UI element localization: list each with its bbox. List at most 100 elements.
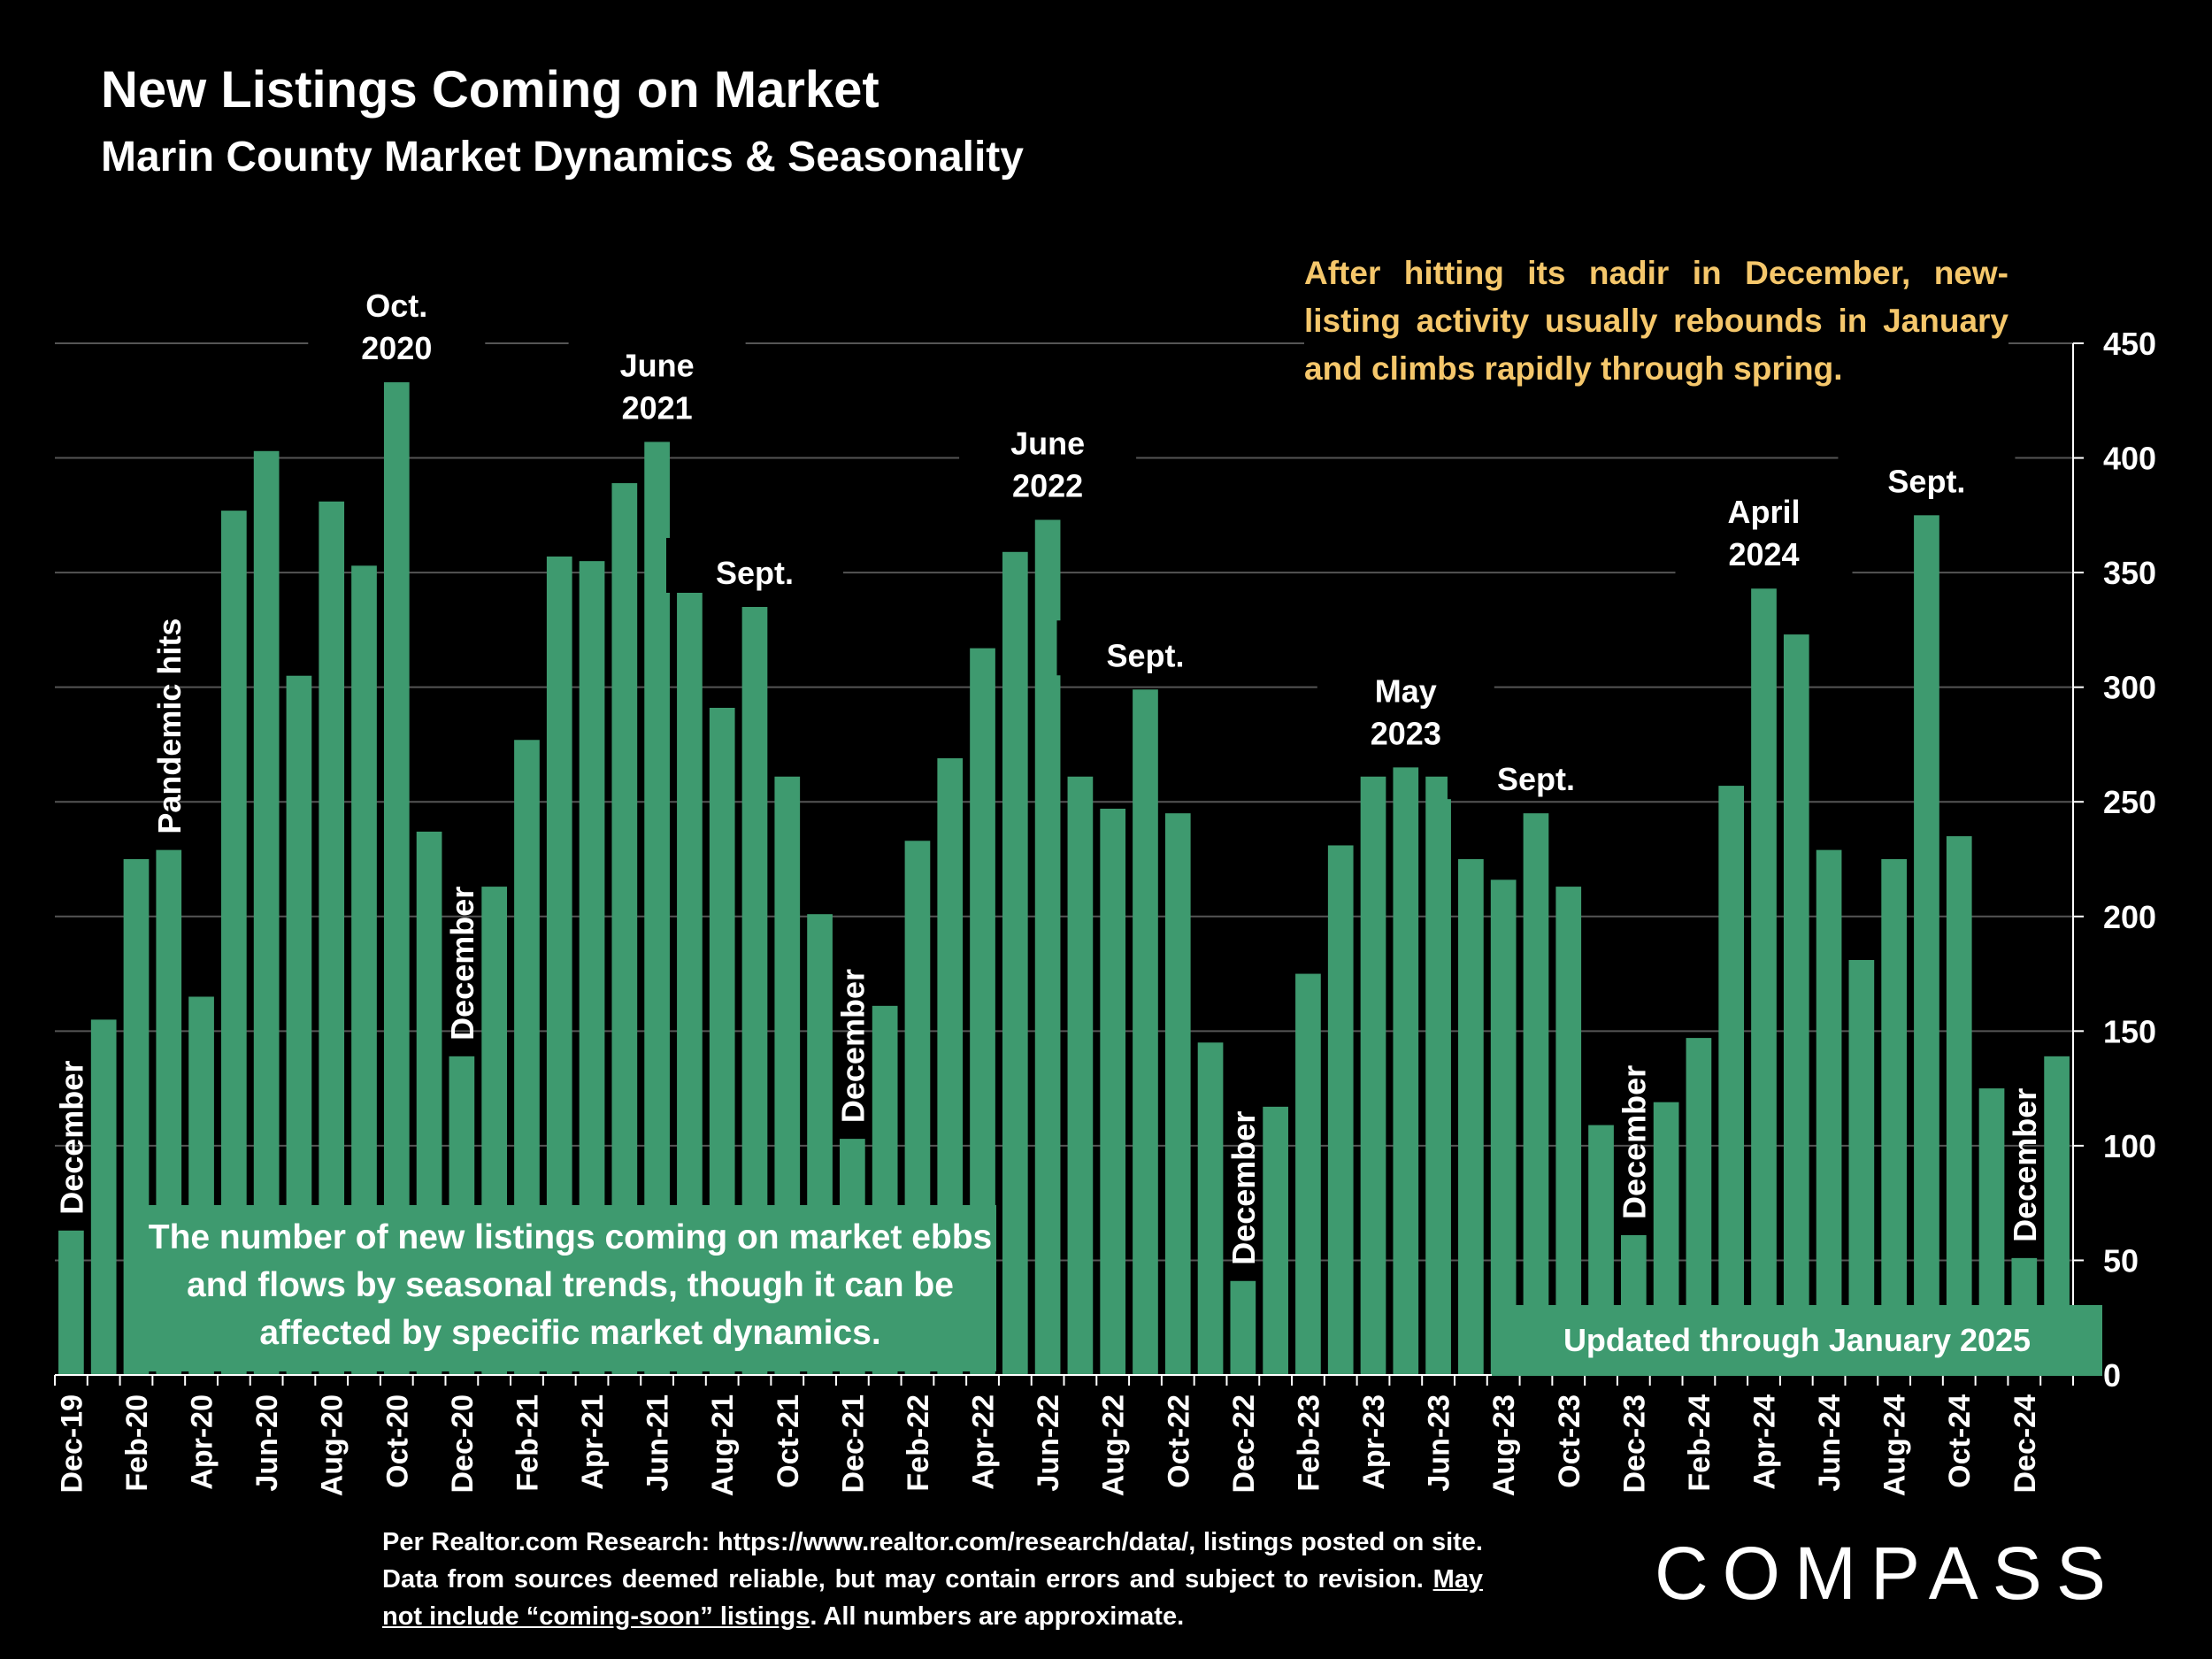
bar xyxy=(1295,973,1321,1375)
bar xyxy=(1393,767,1419,1375)
annotation-label: April xyxy=(1727,494,1800,530)
x-tick-label: Dec-22 xyxy=(1227,1394,1261,1494)
annotation-label: Sept. xyxy=(1106,637,1184,673)
x-tick-label: Jun-22 xyxy=(1032,1394,1065,1492)
annotation-bg xyxy=(308,271,486,369)
annotation-bg xyxy=(1838,446,2016,502)
bar xyxy=(1816,849,1842,1375)
bar xyxy=(1164,813,1191,1375)
bar xyxy=(1783,634,1809,1375)
bar xyxy=(1490,879,1517,1375)
bar xyxy=(1914,515,1939,1375)
annotation-label: December xyxy=(1225,1111,1262,1265)
x-tick-label: Aug-20 xyxy=(316,1394,349,1496)
x-tick-label: Aug-23 xyxy=(1487,1394,1521,1496)
y-tick-label: 450 xyxy=(2103,326,2156,362)
bar xyxy=(1263,1106,1288,1375)
annotation-label: December xyxy=(53,1061,89,1215)
y-tick-label: 50 xyxy=(2103,1242,2139,1279)
x-tick-label: Oct-20 xyxy=(380,1394,414,1488)
seasonality-callout: After hitting its nadir in December, new… xyxy=(1304,250,2008,393)
bar xyxy=(1718,786,1745,1375)
x-tick-label: Feb-20 xyxy=(120,1394,154,1492)
annotation-bg xyxy=(665,537,843,593)
chart-title: New Listings Coming on Market xyxy=(101,61,879,119)
x-tick-label: Dec-20 xyxy=(446,1394,480,1494)
note-box: The number of new listings coming on mar… xyxy=(144,1205,996,1371)
bar xyxy=(58,1230,84,1375)
compass-logo: COMPASS xyxy=(1655,1532,2120,1615)
bar xyxy=(1751,588,1777,1375)
bar xyxy=(1425,776,1451,1375)
y-tick-label: 100 xyxy=(2103,1128,2156,1164)
x-tick-label: Feb-22 xyxy=(902,1394,935,1492)
bar xyxy=(1555,887,1582,1375)
bar xyxy=(1881,859,1908,1375)
footnote-end: . All numbers are approximate. xyxy=(810,1602,1185,1631)
annotation-label: Sept. xyxy=(1497,761,1575,797)
annotation-label: December xyxy=(834,969,871,1123)
annotation-label: June xyxy=(620,347,695,383)
x-tick-label: Aug-22 xyxy=(1097,1394,1131,1496)
updated-box: Updated through January 2025 xyxy=(1492,1305,2102,1376)
x-tick-label: Aug-21 xyxy=(706,1394,740,1496)
y-tick-label: 200 xyxy=(2103,899,2156,935)
annotation-label: December xyxy=(1616,1065,1652,1219)
x-tick-label: Feb-21 xyxy=(511,1394,544,1492)
annotation-label: Sept. xyxy=(716,555,794,591)
bar xyxy=(1197,1042,1224,1375)
bar xyxy=(1100,808,1126,1375)
y-tick-label: 150 xyxy=(2103,1013,2156,1049)
annotation-bg xyxy=(1317,656,1494,754)
annotation-bg xyxy=(568,330,746,428)
annotation-label: 2021 xyxy=(622,389,693,426)
annotation-bg xyxy=(1675,477,1853,575)
chart-subtitle: Marin County Market Dynamics & Seasonali… xyxy=(101,134,1024,180)
x-tick-label: Aug-24 xyxy=(1878,1394,1912,1496)
x-tick-label: Jun-21 xyxy=(641,1394,675,1492)
bar xyxy=(1360,776,1386,1375)
footnote-text: Per Realtor.com Research: https://www.re… xyxy=(382,1528,1483,1594)
annotation-label: Pandemic hits xyxy=(151,618,188,834)
bar xyxy=(1327,845,1354,1375)
x-tick-label: Apr-20 xyxy=(186,1394,219,1490)
y-tick-label: 250 xyxy=(2103,784,2156,820)
x-tick-label: Oct-22 xyxy=(1162,1394,1195,1488)
annotation-label: 2023 xyxy=(1371,715,1441,751)
x-tick-label: Apr-23 xyxy=(1357,1394,1391,1490)
x-tick-label: Oct-24 xyxy=(1943,1394,1977,1488)
bar xyxy=(1230,1280,1256,1375)
annotation-label: 2024 xyxy=(1728,536,1799,572)
annotation-label: Sept. xyxy=(1887,463,1965,499)
x-tick-label: Apr-21 xyxy=(576,1394,610,1490)
x-tick-label: Jun-23 xyxy=(1423,1394,1456,1492)
y-tick-label: 0 xyxy=(2103,1357,2121,1394)
x-tick-label: Dec-23 xyxy=(1617,1394,1651,1494)
source-footnote: Per Realtor.com Research: https://www.re… xyxy=(382,1524,1483,1635)
bar xyxy=(1458,859,1484,1375)
bar xyxy=(1002,551,1028,1375)
bar xyxy=(1523,813,1549,1375)
x-tick-label: Oct-21 xyxy=(772,1394,805,1488)
annotation-bg xyxy=(1056,620,1234,676)
x-tick-label: Apr-24 xyxy=(1747,1394,1781,1490)
bar xyxy=(1946,836,1972,1375)
x-tick-label: Feb-23 xyxy=(1292,1394,1325,1492)
annotation-label: December xyxy=(2007,1088,2043,1242)
annotation-bg xyxy=(1447,744,1624,800)
y-tick-label: 400 xyxy=(2103,441,2156,477)
x-tick-label: Jun-20 xyxy=(250,1394,284,1492)
x-tick-label: Feb-24 xyxy=(1683,1394,1717,1492)
x-tick-label: Oct-23 xyxy=(1553,1394,1586,1488)
x-tick-label: Dec-21 xyxy=(836,1394,870,1494)
annotation-bg xyxy=(959,408,1137,506)
bar xyxy=(90,1019,117,1375)
annotation-label: 2022 xyxy=(1012,468,1083,504)
footnote-underlined: May not include “coming-soon” listings xyxy=(382,1565,1483,1631)
y-tick-label: 350 xyxy=(2103,555,2156,591)
annotation-label: June xyxy=(1010,426,1085,462)
annotation-label: December xyxy=(444,887,480,1041)
x-tick-label: Dec-24 xyxy=(2008,1394,2042,1494)
x-tick-label: Jun-24 xyxy=(1813,1394,1847,1492)
x-tick-label: Apr-22 xyxy=(967,1394,1001,1490)
